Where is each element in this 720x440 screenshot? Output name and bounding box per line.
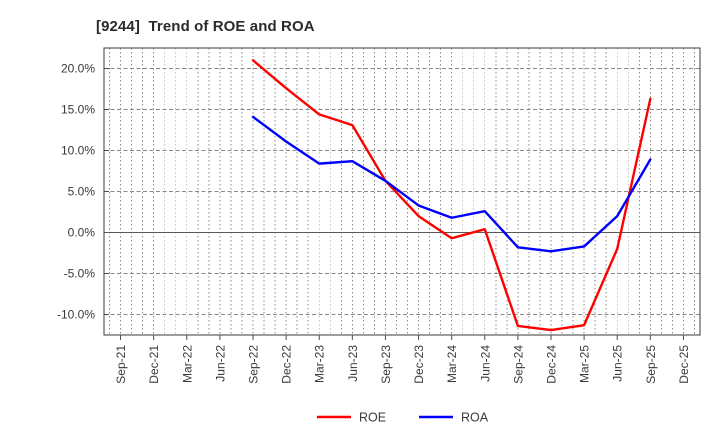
series-line-roa xyxy=(251,115,652,253)
x-axis-tick-label: Dec-21 xyxy=(147,345,161,384)
x-axis-tick-label: Dec-25 xyxy=(677,345,691,384)
y-axis-tick-label: 20.0% xyxy=(61,62,95,76)
y-axis-tick-label: -10.0% xyxy=(57,308,95,322)
x-axis-tick-label: Mar-22 xyxy=(180,345,194,383)
plot-frame xyxy=(103,47,701,340)
y-axis-tick-label: 0.0% xyxy=(68,226,96,240)
y-axis-tick-label: 15.0% xyxy=(61,103,95,117)
x-axis-tick-label: Sep-24 xyxy=(511,345,525,384)
legend-label-roe: ROE xyxy=(359,411,386,425)
data-series-group xyxy=(251,59,652,332)
x-axis-tick-label: Jun-25 xyxy=(611,345,625,382)
y-axis-tick-label: 10.0% xyxy=(61,144,95,158)
x-axis-tick-label: Jun-24 xyxy=(478,345,492,382)
legend-label-roa: ROA xyxy=(461,411,489,425)
x-axis-tick-label: Mar-24 xyxy=(445,345,459,383)
x-axis-tick-label: Sep-22 xyxy=(247,345,261,384)
x-axis-tick-label: Sep-25 xyxy=(644,345,658,384)
x-axis-tick-label: Mar-25 xyxy=(578,345,592,383)
x-axis-tick-label: Dec-22 xyxy=(280,345,294,384)
x-axis-tick-label: Jun-22 xyxy=(213,345,227,382)
x-axis-tick-label: Sep-21 xyxy=(114,345,128,384)
series-line-roe xyxy=(251,59,652,332)
chart-title: [9244] Trend of ROE and ROA xyxy=(96,18,315,35)
y-axis-tick-label: 5.0% xyxy=(68,185,96,199)
x-axis-tick-label: Mar-23 xyxy=(313,345,327,383)
x-axis-tick-label: Dec-24 xyxy=(545,345,559,384)
x-axis-tick-label: Jun-23 xyxy=(346,345,360,382)
x-axis-tick-label: Dec-23 xyxy=(412,345,426,384)
gridlines-horizontal xyxy=(104,68,700,315)
x-axis-tick-labels: Sep-21 Dec-21 Mar-22 Jun-22 Sep-22 Dec-22 Mar-… xyxy=(114,345,691,384)
y-axis-tick-label: -5.0% xyxy=(64,267,96,281)
y-axis-tick-labels: 20.0% 15.0% 10.0% 5.0% 0.0% -5.0% -10.0% xyxy=(57,62,95,322)
x-axis-tick-label: Sep-23 xyxy=(379,345,393,384)
chart-legend: ROE ROA xyxy=(317,411,489,425)
